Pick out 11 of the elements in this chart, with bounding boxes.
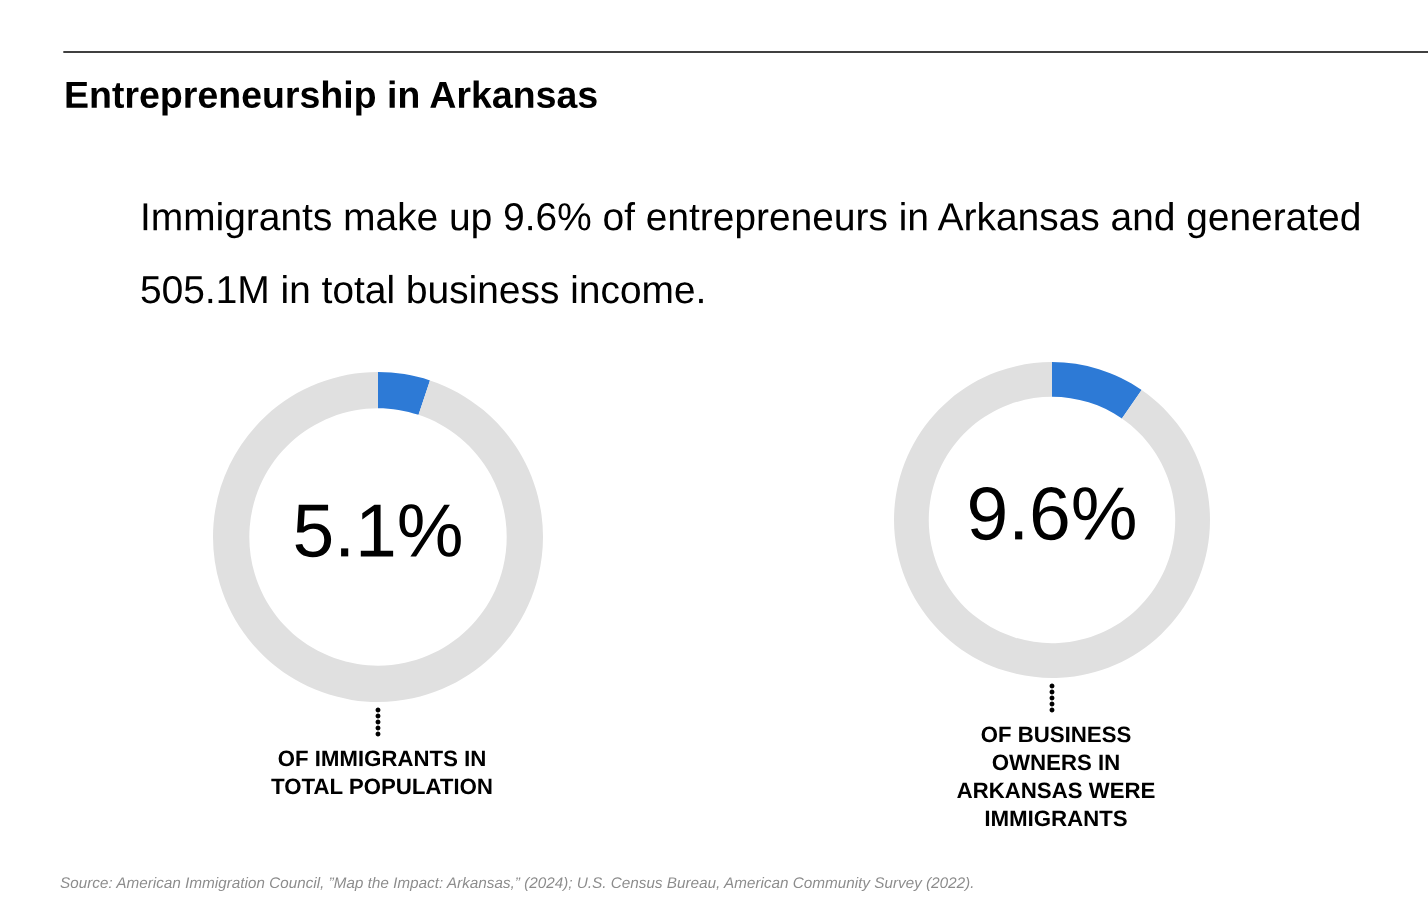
- text: OF BUSINESS OWNERS IN ARKANSAS WERE IMMIGRANTS: [957, 726, 1155, 827]
- donut-slice: [1052, 362, 1142, 419]
- donut-slice: [378, 372, 430, 415]
- source-note: Source: American Immigration Council, ”Map the Impact: Arkansas,” (2024); U.S. Census Bureau, American Community Survey (2022).: [60, 876, 973, 892]
- donut-slice: [213, 372, 543, 702]
- donut-slice: [894, 362, 1210, 678]
- text: Entrepreneurship in Arkansas: [66, 80, 597, 116]
- data-label: 5.1%: [295, 504, 461, 558]
- text: OF IMMIGRANTS IN TOTAL POPULATION: [271, 750, 492, 795]
- data-label: 9.6%: [970, 487, 1135, 541]
- text: Immigrants make up 9.6% of entrepreneurs in Arkansas and generated 505.1M in total business income.: [141, 202, 1359, 304]
